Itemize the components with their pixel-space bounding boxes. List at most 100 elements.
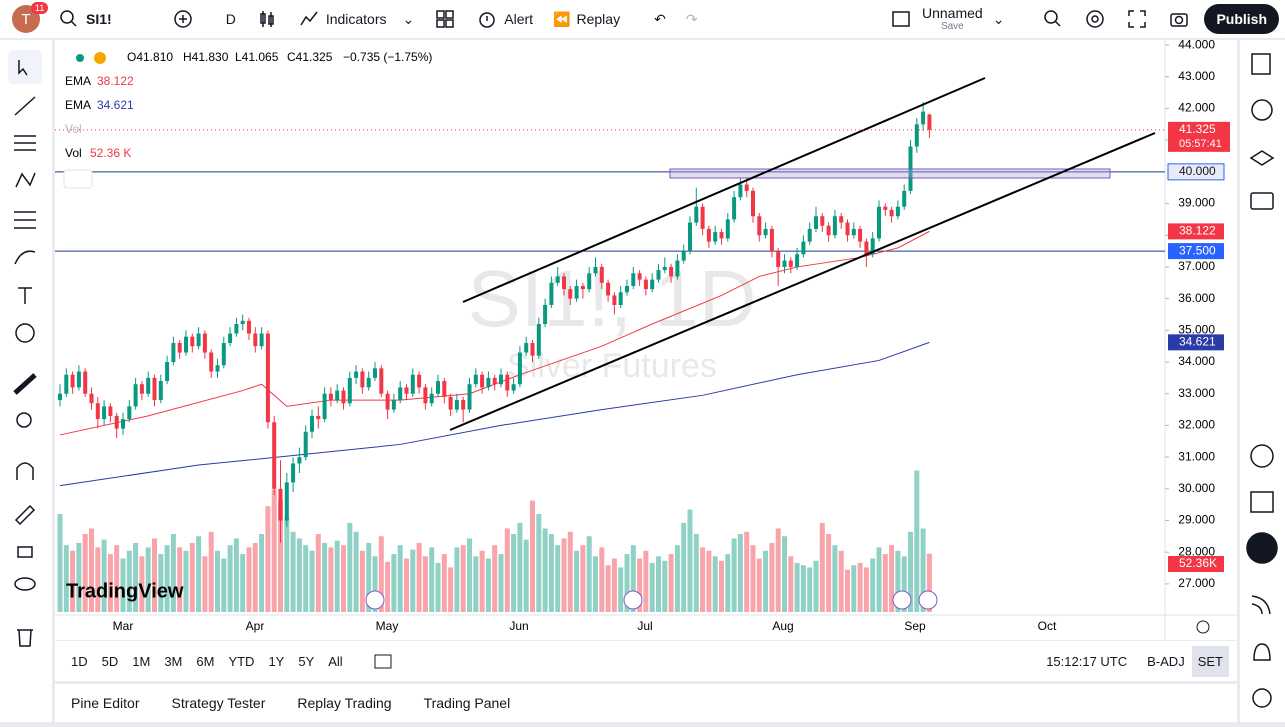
candle-body [328, 393, 333, 401]
help-icon[interactable] [1252, 688, 1272, 708]
channel-lower[interactable] [449, 132, 1156, 431]
session[interactable]: SET [1191, 645, 1229, 677]
quick-search[interactable] [1032, 8, 1074, 30]
cursor-tool[interactable] [18, 60, 28, 76]
bottom-tab[interactable]: Strategy Tester [171, 695, 266, 711]
volume-bar [618, 567, 624, 612]
magnet-tool[interactable] [16, 462, 34, 480]
candle-body [568, 289, 573, 299]
watchlist-icon[interactable] [1251, 53, 1271, 75]
bottom-tab[interactable]: Replay Trading [297, 695, 392, 711]
indicators-button[interactable]: Indicators ⌄ [288, 8, 424, 30]
layers-icon[interactable] [1249, 150, 1275, 166]
candle-body [171, 343, 176, 363]
snapshot[interactable] [1158, 8, 1200, 30]
templates[interactable] [424, 8, 466, 30]
layout-menu[interactable]: ⌄ [992, 10, 1005, 27]
y-tick-label: 30.000 [1178, 481, 1215, 495]
lock-draw-tool[interactable] [14, 504, 36, 526]
range-button[interactable]: YTD [228, 653, 255, 669]
candle-body [593, 266, 598, 274]
emoji-tool[interactable] [15, 323, 35, 343]
alerts-icon[interactable] [1251, 99, 1273, 121]
trend-line-tool[interactable] [14, 96, 36, 116]
range-button[interactable]: 6M [196, 653, 215, 669]
chart-type[interactable] [246, 8, 288, 30]
candle-body [184, 336, 188, 353]
range-button[interactable]: 5D [101, 653, 119, 669]
text-tool[interactable] [18, 287, 32, 304]
event-marker[interactable] [623, 590, 643, 610]
interval[interactable]: D [225, 11, 236, 27]
pattern-tool[interactable] [15, 172, 36, 188]
legend-low: L41.065 [235, 50, 279, 64]
date-range-icon[interactable] [372, 650, 394, 672]
candle-body [536, 323, 541, 356]
symbol-search[interactable]: SI1! [48, 8, 122, 30]
resistance-zone[interactable] [669, 168, 1111, 179]
candle-body [58, 393, 62, 401]
volume-bar [404, 558, 409, 612]
collapse-legend[interactable] [63, 169, 93, 189]
compare[interactable] [162, 8, 204, 30]
bottom-tab[interactable]: Trading Panel [423, 695, 511, 711]
volume-bar [126, 550, 132, 612]
apps-icon[interactable] [1246, 532, 1278, 564]
clock[interactable]: 15:12:17 UTC [1046, 653, 1128, 669]
volume-bar [57, 513, 63, 612]
candle-body [706, 228, 711, 242]
publish-button[interactable]: Publish [1204, 4, 1279, 34]
chart: SI1!, 1D Silver Futures O41.810 H41.830 … [55, 37, 1237, 640]
range-button[interactable]: 1M [132, 653, 151, 669]
layout-title: Unnamed [922, 4, 983, 21]
drawing-toolbar [0, 40, 52, 722]
feed-icon[interactable] [1251, 595, 1271, 615]
legend-open: O41.810 [127, 50, 173, 64]
event-marker[interactable] [892, 590, 912, 610]
volume-bar [851, 565, 857, 612]
calendar-icon[interactable] [1250, 491, 1274, 513]
brush-tool[interactable] [14, 250, 36, 265]
fib-tool[interactable] [14, 135, 36, 151]
candle-body [429, 393, 434, 404]
alert-icon [479, 12, 495, 28]
target-icon[interactable] [1250, 444, 1274, 468]
candle-body [738, 184, 743, 198]
axis-settings[interactable] [1196, 620, 1210, 634]
candle-body [404, 387, 409, 394]
forecast-tool[interactable] [14, 211, 36, 229]
event-marker[interactable] [365, 590, 385, 610]
layout-name[interactable]: Unnamed Save [922, 4, 983, 32]
candle-body [807, 228, 812, 242]
candle-body [612, 295, 617, 305]
event-marker[interactable] [918, 590, 938, 610]
range-button[interactable]: 1D [71, 653, 88, 669]
lock-tool[interactable] [17, 546, 33, 558]
undo[interactable]: ↶ [654, 10, 666, 27]
countdown: 05:57:41 [1179, 138, 1222, 150]
measure-tool[interactable] [13, 373, 37, 395]
hide-tool[interactable] [14, 577, 36, 591]
delete-tool[interactable] [17, 629, 33, 647]
chat-icon[interactable] [1250, 192, 1274, 210]
x-tick-label: May [376, 619, 399, 633]
candle-body [650, 279, 655, 290]
notifications-icon[interactable] [1253, 643, 1271, 661]
fullscreen[interactable] [1116, 8, 1158, 30]
volume-bar [662, 560, 668, 612]
range-button[interactable]: 1Y [268, 653, 285, 669]
range-button[interactable]: 3M [164, 653, 183, 669]
range-button[interactable]: All [328, 653, 343, 669]
candle-body [70, 374, 75, 388]
bottom-tab[interactable]: Pine Editor [71, 695, 140, 711]
channel-upper[interactable] [462, 77, 986, 303]
range-button[interactable]: 5Y [298, 653, 315, 669]
layout-toggle[interactable] [880, 8, 922, 30]
zoom-tool[interactable] [16, 412, 32, 428]
settings[interactable] [1074, 8, 1116, 30]
redo[interactable]: ↷ [685, 10, 698, 27]
adjustment[interactable]: B-ADJ [1147, 653, 1185, 669]
alert-button[interactable]: Alert [466, 8, 543, 30]
replay-button[interactable]: ⏪ Replay [543, 11, 630, 28]
candle-body [839, 216, 844, 223]
